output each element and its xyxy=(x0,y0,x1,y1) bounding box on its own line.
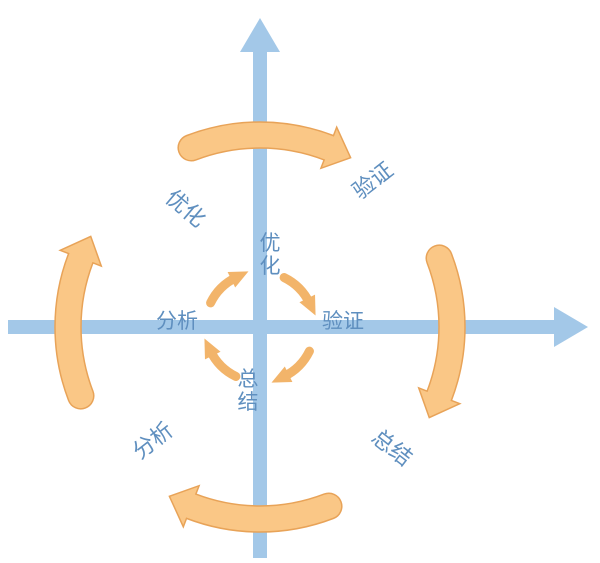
inner-cycle-arc xyxy=(284,278,309,303)
outer-label-q3: 分析 xyxy=(128,417,178,464)
y-axis-arrowhead xyxy=(240,18,280,52)
outer-label-q1: 验证 xyxy=(348,157,398,204)
inner-cycle-arc xyxy=(211,351,236,376)
inner-cycle-arc xyxy=(284,351,309,376)
diagram-canvas: 验证优化分析总结优化验证总结分析 xyxy=(0,0,600,563)
outer-label-q2: 优化 xyxy=(161,185,211,232)
inner-label-bottom: 总结 xyxy=(238,368,259,414)
inner-label-right: 验证 xyxy=(322,310,364,333)
inner-label-left: 分析 xyxy=(156,310,198,333)
x-axis-arrowhead xyxy=(554,307,588,347)
inner-cycle-arc xyxy=(211,278,236,303)
inner-label-top: 优化 xyxy=(260,232,281,278)
outer-label-q4: 总结 xyxy=(367,424,417,471)
